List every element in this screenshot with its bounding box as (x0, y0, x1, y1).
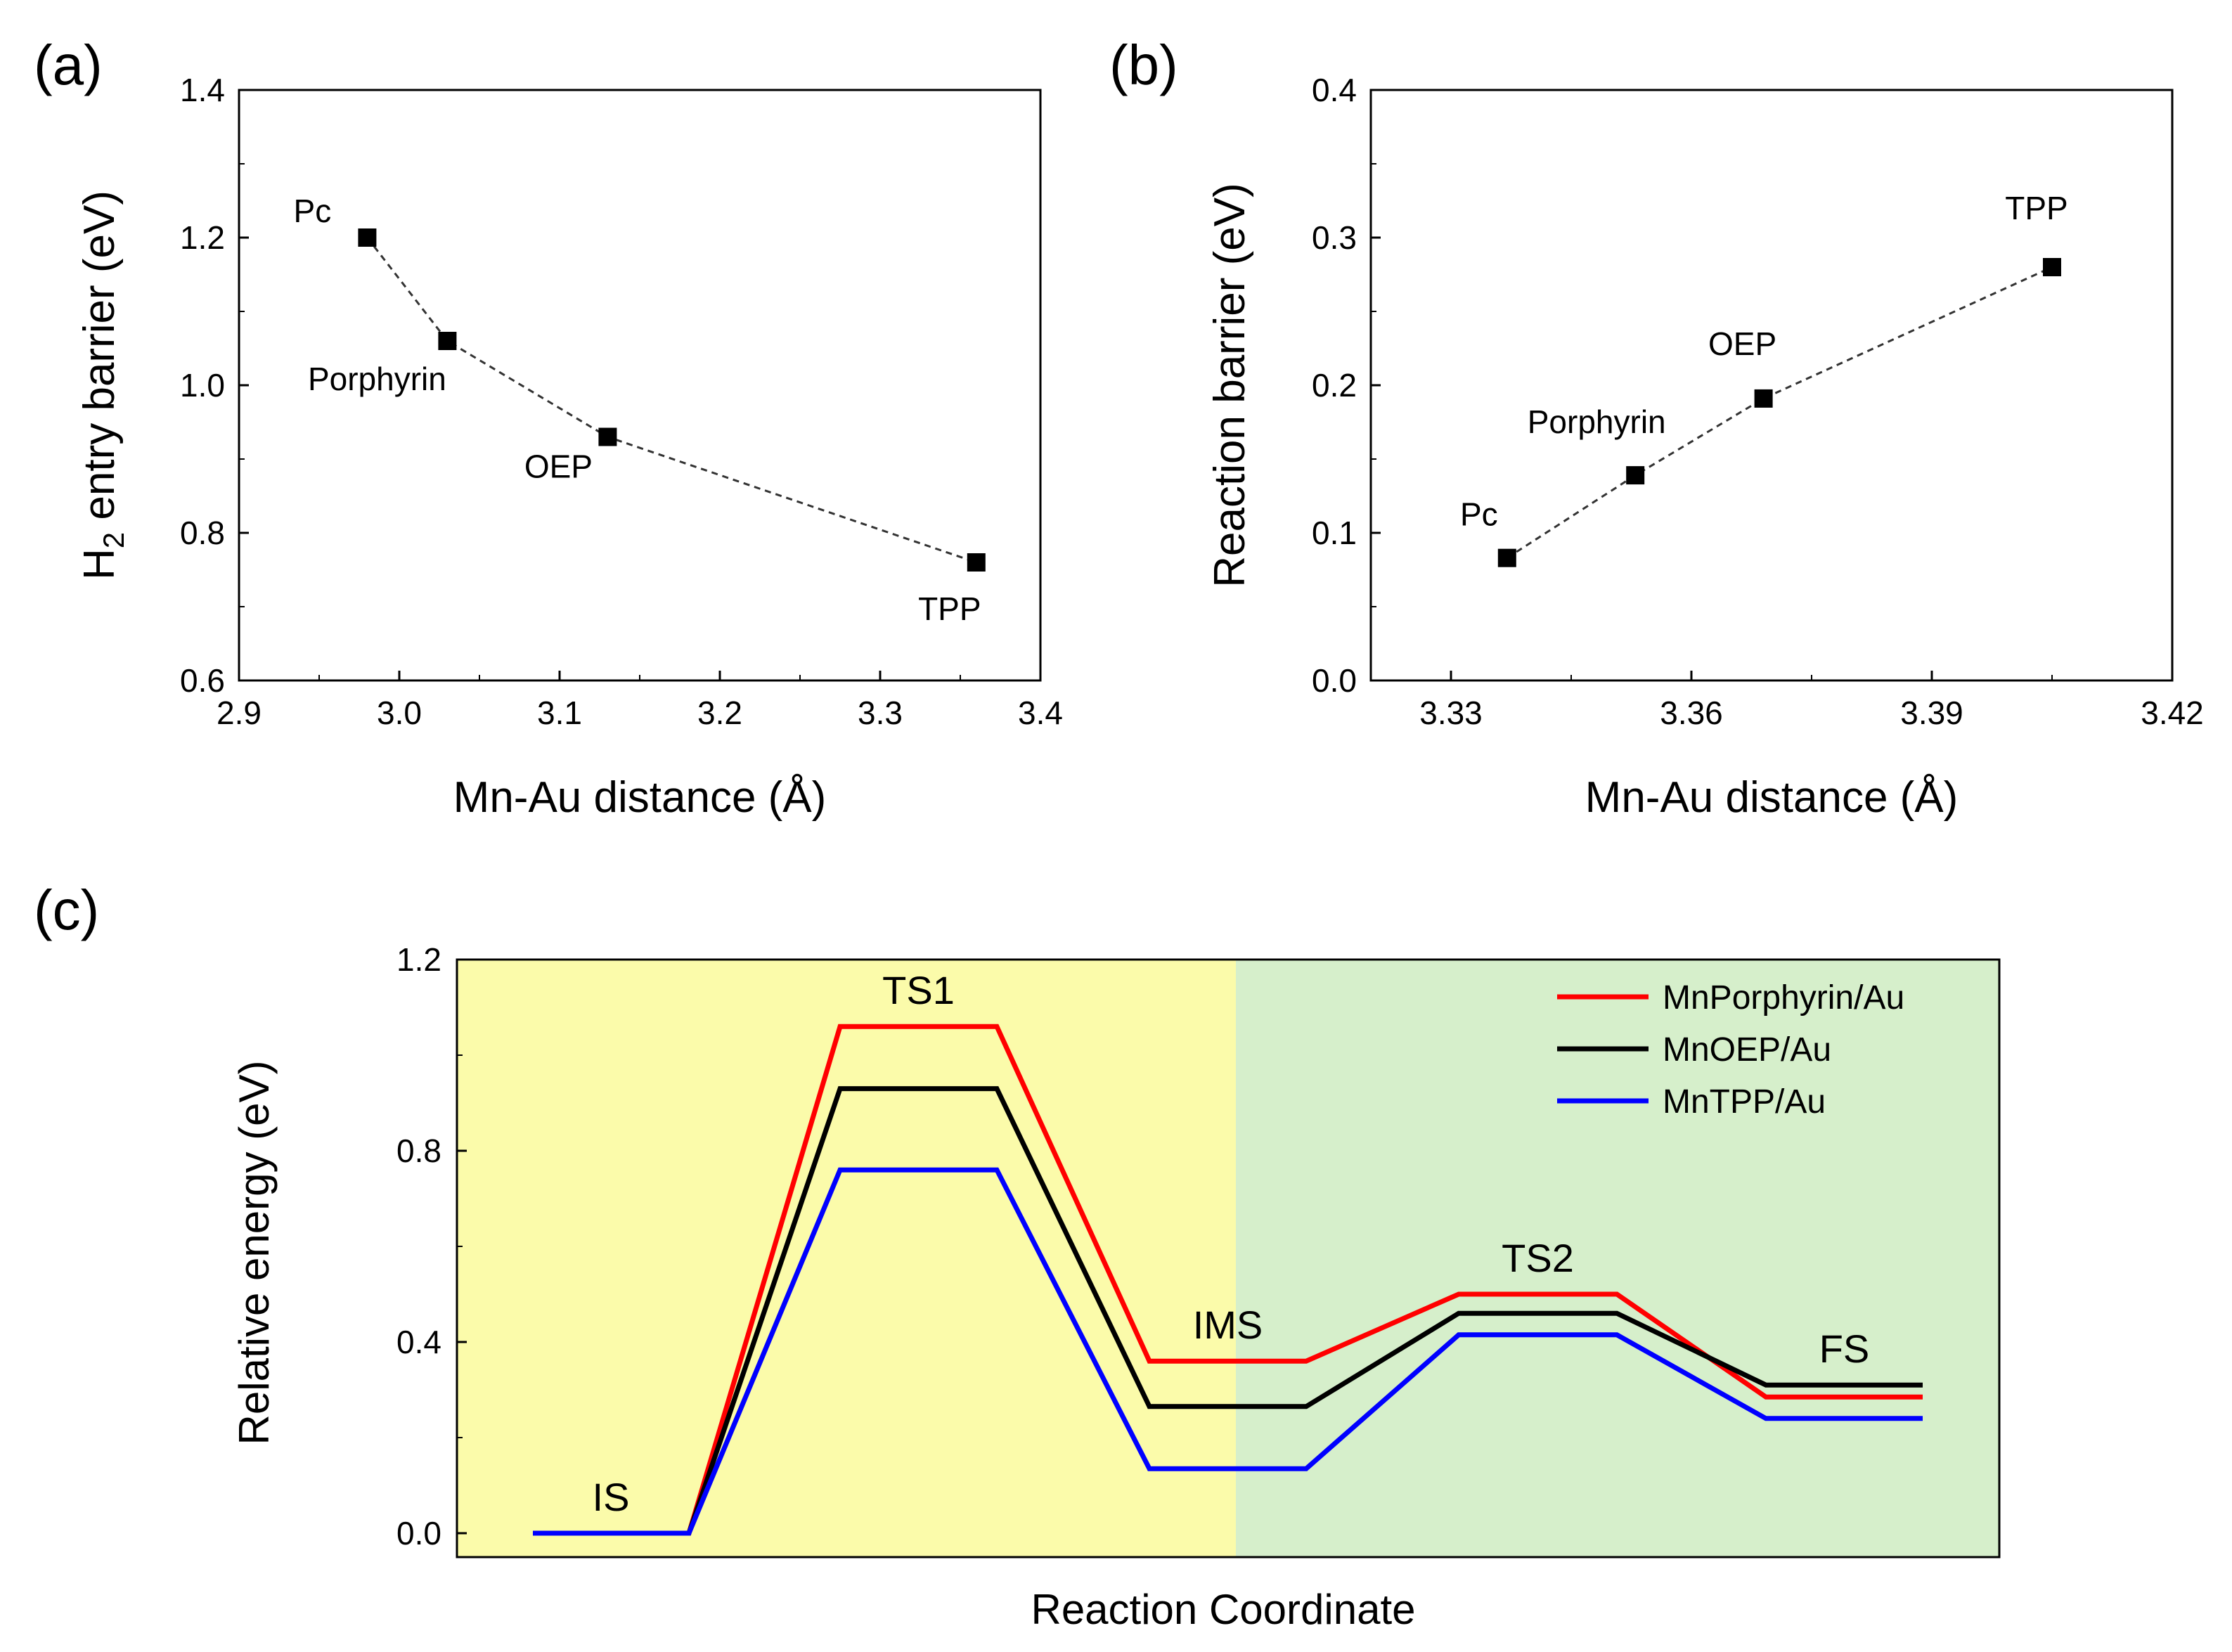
panel-b-y-axis-title: Reaction barrier (eV) (1206, 183, 1254, 587)
panel-c-y-ticks: 0.0 0.4 0.8 1.2 (396, 941, 467, 1551)
y-tick-label: 1.2 (180, 219, 225, 256)
data-point-marker (598, 427, 617, 446)
panel-a-y-title-rest: entry barrier (eV) (75, 191, 124, 532)
data-point-label: TPP (918, 591, 981, 627)
panel-c-frame (456, 958, 2001, 1559)
panel-a-y-title-main: H (75, 548, 124, 580)
y-tick-label: 0.4 (1312, 72, 1357, 108)
data-point-label: OEP (1708, 325, 1776, 362)
data-point-marker (1754, 389, 1773, 408)
y-tick-label: 0.0 (1312, 662, 1357, 699)
y-tick-label: 1.2 (396, 941, 441, 978)
y-tick-label: 0.2 (1312, 367, 1357, 404)
data-point-label: Pc (1460, 496, 1498, 533)
y-tick-label: 0.1 (1312, 515, 1357, 551)
legend-entry: MnOEP/Au (1663, 1031, 1831, 1069)
legend-entry: MnTPP/Au (1663, 1083, 1826, 1121)
panel-c-x-axis-title: Reaction Coordinate (1031, 1586, 1415, 1633)
y-tick-label: 0.0 (396, 1515, 441, 1551)
panel-b-y-ticks: 0.0 0.1 0.2 0.3 0.4 (1312, 72, 1381, 699)
legend-entry: MnPorphyrin/Au (1663, 979, 1904, 1017)
panel-a-label: (a) (34, 34, 103, 96)
data-point-marker (438, 332, 457, 350)
x-tick-label: 3.0 (377, 695, 422, 731)
data-point-marker (1497, 548, 1516, 567)
data-point-label: Porphyrin (308, 361, 446, 397)
panel-b: (b) 3.33 3.36 3.39 3.42 0.00.10.20.30.4 PcP… (1109, 34, 2204, 822)
x-tick-label: 3.2 (697, 695, 742, 731)
panel-c-series (533, 1024, 1923, 1536)
panel-a: (a) 2.9 3.0 3.1 3.2 3.3 3.4 0.6 0.8 1.0 1.2 1.4 P… (34, 34, 1063, 822)
panel-b-connector (1506, 266, 2053, 559)
x-tick-label: 3.39 (1900, 695, 1963, 731)
panel-c-region-reaction (1236, 960, 1999, 1557)
series-line (533, 1024, 1923, 1536)
data-point-label: Pc (294, 193, 332, 229)
data-point-label: Porphyrin (1528, 404, 1666, 440)
x-tick-label: 3.42 (2141, 695, 2204, 731)
panel-b-x-axis-title: Mn-Au distance (Å) (1585, 773, 1959, 822)
y-tick-label: 0.3 (1312, 219, 1357, 256)
data-point-marker (2043, 258, 2061, 276)
panel-a-connector (366, 237, 977, 564)
x-tick-label: 3.1 (537, 695, 582, 731)
x-tick-label: 3.3 (858, 695, 903, 731)
panel-a-points: Pc Porphyrin OEP TPP (294, 193, 986, 627)
panel-c-y-axis-title: Relative energy (eV) (231, 1061, 278, 1445)
panel-b-x-ticks: 3.33 3.36 3.39 3.42 (1419, 671, 2204, 731)
panel-b-points: Pc Porphyrin OEP TPP (1460, 190, 2068, 567)
panel-a-y-title-sub: 2 (97, 532, 130, 548)
y-tick-label: 0.8 (180, 515, 225, 551)
data-point-label: TPP (2005, 190, 2067, 226)
panel-a-x-ticks: 2.9 3.0 3.1 3.2 3.3 3.4 (217, 671, 1063, 731)
panel-a-y-ticks: 0.6 0.8 1.0 1.2 1.4 (180, 72, 249, 699)
data-point-marker (1626, 466, 1645, 485)
x-tick-label: 3.36 (1660, 695, 1723, 731)
panel-c: (c) 0.0 0.4 0.8 1.2 IS TS1 IMS TS2 FS MnPorphyr… (34, 879, 2001, 1633)
panel-c-region-entry (457, 960, 1236, 1557)
stage-label: TS2 (1502, 1236, 1574, 1280)
panel-b-label: (b) (1109, 34, 1178, 96)
panel-a-x-axis-title: Mn-Au distance (Å) (453, 773, 827, 822)
stage-label: IS (593, 1475, 630, 1519)
y-tick-label: 1.0 (180, 367, 225, 404)
stage-label: IMS (1193, 1303, 1263, 1347)
y-tick-label: 1.4 (180, 72, 225, 108)
data-point-marker (358, 228, 377, 247)
y-tick-label: 0.8 (396, 1132, 441, 1169)
panel-c-stage-labels: IS TS1 IMS TS2 FS (593, 968, 1870, 1519)
data-point-marker (967, 553, 986, 572)
data-point-label: OEP (524, 449, 593, 485)
x-tick-label: 3.33 (1419, 695, 1483, 731)
y-tick-label: 0.6 (180, 662, 225, 699)
series-line (533, 1086, 1923, 1536)
stage-label: TS1 (882, 968, 955, 1012)
x-tick-label: 2.9 (217, 695, 262, 731)
series-line (533, 1167, 1923, 1536)
y-tick-label: 0.4 (396, 1324, 441, 1360)
x-tick-label: 3.4 (1018, 695, 1063, 731)
panel-c-label: (c) (34, 879, 99, 941)
stage-label: FS (1819, 1327, 1870, 1371)
panel-c-legend: MnPorphyrin/Au MnOEP/Au MnTPP/Au (1557, 979, 1904, 1121)
panel-a-y-axis-title: H2 entry barrier (eV) (75, 191, 130, 580)
panel-b-frame (1369, 89, 2174, 682)
